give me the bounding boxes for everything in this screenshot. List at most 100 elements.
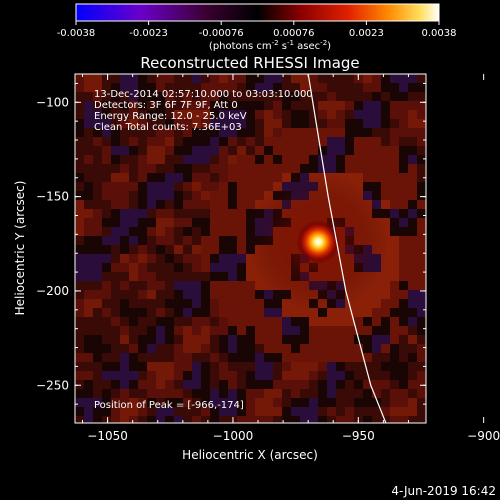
image-pixel: [345, 119, 354, 128]
image-pixel: [174, 308, 183, 317]
image-pixel: [381, 290, 390, 299]
image-pixel: [237, 200, 246, 209]
image-pixel: [255, 146, 264, 155]
image-pixel: [174, 335, 183, 344]
image-pixel: [363, 398, 372, 407]
image-pixel: [381, 299, 390, 308]
image-pixel: [147, 380, 156, 389]
image-pixel: [174, 200, 183, 209]
image-pixel: [381, 263, 390, 272]
image-pixel: [201, 299, 210, 308]
x-tick-label: −1050: [87, 429, 128, 443]
image-pixel: [174, 272, 183, 281]
image-pixel: [282, 371, 291, 380]
image-pixel: [354, 110, 363, 119]
image-pixel: [75, 407, 84, 416]
image-pixel: [246, 290, 255, 299]
image-pixel: [318, 344, 327, 353]
image-pixel: [93, 200, 102, 209]
colorbar-tick-label: -0.0023: [129, 28, 168, 39]
image-pixel: [237, 416, 246, 423]
image-pixel: [120, 173, 129, 182]
image-pixel: [408, 110, 417, 119]
image-pixel: [165, 371, 174, 380]
image-pixel: [237, 137, 246, 146]
image-pixel: [273, 164, 282, 173]
image-pixel: [381, 119, 390, 128]
image-pixel: [183, 74, 192, 83]
image-pixel: [84, 317, 93, 326]
image-pixel: [381, 155, 390, 164]
image-pixel: [408, 308, 417, 317]
image-pixel: [192, 146, 201, 155]
image-pixel: [210, 398, 219, 407]
image-pixel: [192, 416, 201, 423]
annotation-time: 13-Dec-2014 02:57:10.000 to 03:03:10.000: [94, 89, 313, 100]
image-pixel: [138, 128, 147, 137]
image-pixel: [417, 92, 426, 101]
image-pixel: [111, 101, 120, 110]
image-pixel: [273, 380, 282, 389]
image-pixel: [381, 137, 390, 146]
image-pixel: [147, 308, 156, 317]
image-pixel: [174, 380, 183, 389]
image-pixel: [201, 263, 210, 272]
image-pixel: [84, 128, 93, 137]
image-pixel: [354, 344, 363, 353]
image-pixel: [345, 155, 354, 164]
image-pixel: [219, 173, 228, 182]
image-pixel: [237, 317, 246, 326]
image-pixel: [363, 182, 372, 191]
image-pixel: [408, 416, 417, 423]
image-pixel: [282, 380, 291, 389]
image-pixel: [120, 335, 129, 344]
image-pixel: [138, 218, 147, 227]
peak-position-label: Position of Peak = [-966,-174]: [94, 400, 244, 411]
image-pixel: [237, 209, 246, 218]
image-pixel: [345, 353, 354, 362]
image-pixel: [273, 137, 282, 146]
image-pixel: [210, 218, 219, 227]
image-pixel: [102, 308, 111, 317]
image-pixel: [129, 164, 138, 173]
image-pixel: [228, 83, 237, 92]
image-pixel: [228, 362, 237, 371]
image-pixel: [300, 416, 309, 423]
image-pixel: [129, 389, 138, 398]
y-tick-label: −250: [36, 378, 69, 392]
image-pixel: [246, 74, 255, 83]
image-pixel: [228, 92, 237, 101]
image-pixel: [417, 335, 426, 344]
x-tick-label: −900: [467, 429, 500, 443]
image-pixel: [165, 290, 174, 299]
image-pixel: [201, 92, 210, 101]
image-pixel: [111, 137, 120, 146]
image-pixel: [363, 290, 372, 299]
image-pixel: [219, 236, 228, 245]
image-pixel: [102, 272, 111, 281]
image-pixel: [273, 416, 282, 423]
image-pixel: [417, 263, 426, 272]
image-pixel: [237, 119, 246, 128]
image-pixel: [255, 398, 264, 407]
image-pixel: [165, 101, 174, 110]
image-pixel: [183, 200, 192, 209]
image-pixel: [309, 308, 318, 317]
image-pixel: [282, 317, 291, 326]
image-pixel: [228, 191, 237, 200]
image-pixel: [147, 281, 156, 290]
image-pixel: [417, 137, 426, 146]
image-pixel: [84, 245, 93, 254]
image-pixel: [309, 326, 318, 335]
image-pixel: [147, 101, 156, 110]
image-pixel: [192, 380, 201, 389]
image-pixel: [327, 128, 336, 137]
image-pixel: [93, 227, 102, 236]
image-pixel: [363, 407, 372, 416]
image-pixel: [300, 83, 309, 92]
image-pixel: [264, 290, 273, 299]
image-pixel: [192, 398, 201, 407]
image-pixel: [228, 209, 237, 218]
image-pixel: [318, 398, 327, 407]
image-pixel: [399, 137, 408, 146]
